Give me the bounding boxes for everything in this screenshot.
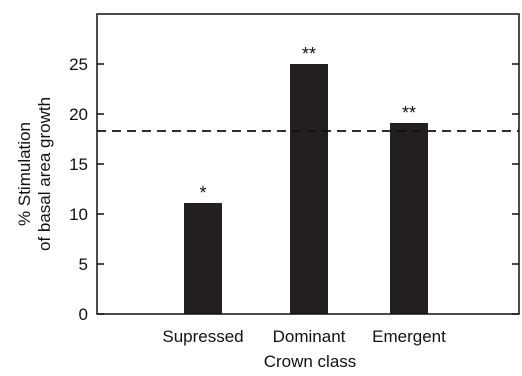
y-axis-label: % Stimulationof basal area growth [15,97,54,251]
y-axis-ticks: 0 5 10 15 20 25 [69,55,519,324]
y-tick-label: 0 [79,305,88,324]
x-tick-label: Emergent [372,327,446,346]
bar-supressed [184,203,222,314]
y-tick-label: 10 [69,205,88,224]
x-axis-label: Crown class [264,352,357,371]
y-tick-label: 5 [79,255,88,274]
bar-emergent [390,123,428,314]
y-tick-label: 25 [69,55,88,74]
bar-annotation: * [199,183,206,203]
y-axis-label-line: of basal area growth [35,97,54,251]
bar-annotation: ** [402,103,416,123]
y-axis-label-line: % Stimulation [15,122,34,226]
bar-annotation: ** [302,44,316,64]
plot-frame [96,13,520,315]
bar-dominant [290,64,328,314]
significance-annotations: ***** [199,44,416,203]
bars [184,64,428,314]
y-tick-label: 15 [69,155,88,174]
x-tick-labels: Supressed Dominant Emergent [162,327,446,346]
x-tick-label: Dominant [273,327,346,346]
x-tick-label: Supressed [162,327,243,346]
y-tick-label: 20 [69,105,88,124]
